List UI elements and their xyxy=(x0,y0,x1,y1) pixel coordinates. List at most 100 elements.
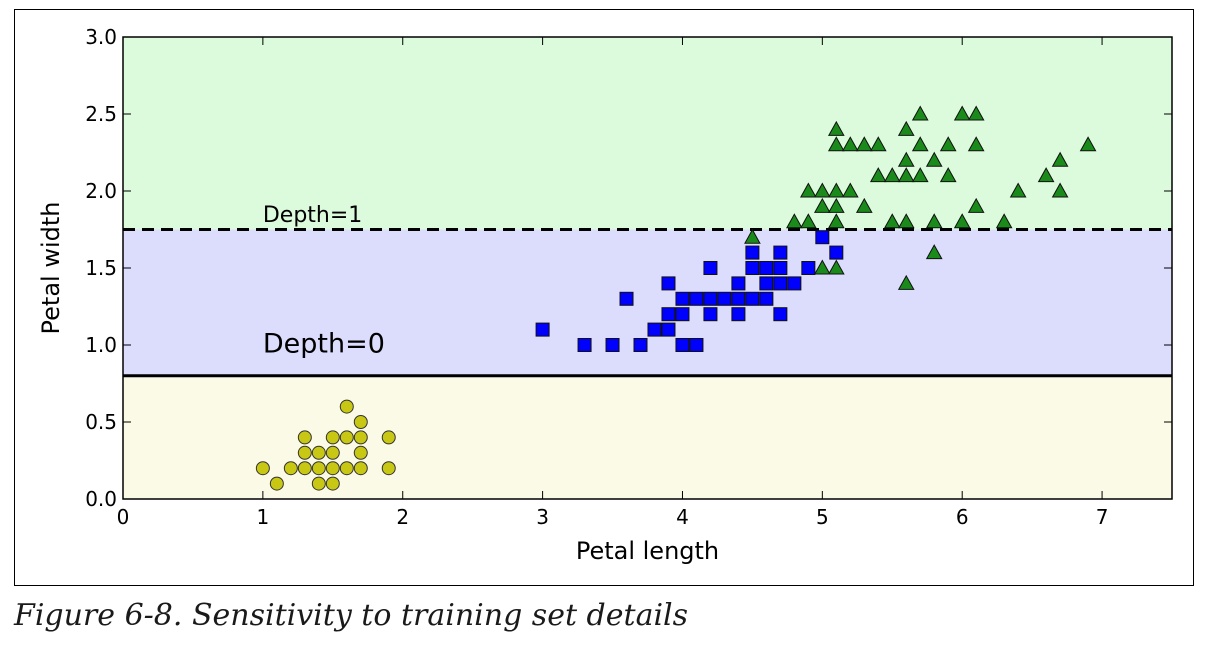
data-point-triangle-21 xyxy=(897,274,915,290)
data-point-triangle-11 xyxy=(827,136,845,152)
data-point-circle-16 xyxy=(353,461,368,476)
data-point-triangle-24 xyxy=(897,151,915,167)
data-point-square-1 xyxy=(577,338,592,352)
data-point-square-2 xyxy=(605,338,620,352)
data-point-square-13 xyxy=(689,291,704,306)
data-point-circle-3 xyxy=(297,461,312,476)
data-point-square-33 xyxy=(815,230,830,245)
data-point-triangle-23 xyxy=(897,167,915,183)
data-point-triangle-1 xyxy=(786,213,803,229)
data-point-triangle-15 xyxy=(855,197,873,213)
y-tick-label: 0.0 xyxy=(85,487,117,511)
data-point-triangle-28 xyxy=(911,105,929,121)
data-point-circle-8 xyxy=(311,445,326,460)
data-point-circle-15 xyxy=(339,399,354,414)
data-point-triangle-8 xyxy=(827,213,845,229)
x-tick-label: 1 xyxy=(256,505,269,529)
data-point-triangle-38 xyxy=(967,105,985,121)
data-point-triangle-25 xyxy=(897,120,915,136)
data-point-triangle-42 xyxy=(1051,182,1069,198)
data-point-circle-20 xyxy=(381,461,396,476)
y-tick-label: 2.5 xyxy=(85,102,117,126)
data-point-triangle-34 xyxy=(953,213,971,229)
data-point-square-28 xyxy=(773,276,788,291)
data-point-triangle-0 xyxy=(744,228,761,244)
x-tick-label: 5 xyxy=(816,505,829,529)
data-point-triangle-17 xyxy=(869,167,887,183)
x-tick-label: 3 xyxy=(536,505,549,529)
data-point-triangle-31 xyxy=(925,151,943,167)
x-tick-label: 0 xyxy=(117,505,130,529)
y-axis-label: Petal width xyxy=(37,202,65,335)
data-point-triangle-33 xyxy=(939,136,957,152)
data-point-square-5 xyxy=(647,322,662,337)
x-axis-label: Petal length xyxy=(576,537,719,565)
data-point-square-16 xyxy=(703,261,718,275)
data-point-circle-17 xyxy=(353,445,368,460)
data-point-square-20 xyxy=(731,276,746,291)
data-point-square-10 xyxy=(675,307,690,322)
x-tick-label: 4 xyxy=(676,505,689,529)
data-point-triangle-7 xyxy=(827,259,845,275)
data-point-triangle-43 xyxy=(1051,151,1069,167)
data-point-triangle-16 xyxy=(855,136,873,152)
data-point-triangle-44 xyxy=(1079,136,1097,152)
data-point-triangle-41 xyxy=(1037,167,1055,183)
data-point-triangle-20 xyxy=(883,167,901,183)
data-point-circle-14 xyxy=(339,430,354,445)
data-point-triangle-26 xyxy=(911,167,929,183)
data-point-square-15 xyxy=(703,291,718,306)
data-point-square-22 xyxy=(745,261,760,275)
scatter-chart: Depth=0 Depth=1 0 1 2 3 4 5 6 7 0.0 0.5 1.0 1.5 2.0 2.5… xyxy=(37,25,1173,565)
data-point-circle-11 xyxy=(325,445,340,460)
data-point-triangle-12 xyxy=(827,120,845,136)
data-point-square-3 xyxy=(619,291,634,306)
data-point-square-32 xyxy=(801,261,816,275)
data-point-circle-10 xyxy=(325,461,340,476)
x-tick-label: 6 xyxy=(956,505,969,529)
data-point-triangle-6 xyxy=(813,197,831,213)
data-point-square-29 xyxy=(773,261,788,275)
data-point-triangle-18 xyxy=(869,136,887,152)
data-point-triangle-29 xyxy=(925,244,943,260)
data-point-square-19 xyxy=(731,291,746,306)
data-point-triangle-4 xyxy=(813,259,831,275)
boundary-label-0: Depth=0 xyxy=(263,329,385,360)
data-point-square-17 xyxy=(717,291,732,306)
data-point-triangle-10 xyxy=(827,182,845,198)
data-point-circle-4 xyxy=(297,445,312,460)
data-point-triangle-5 xyxy=(813,182,831,198)
data-point-triangle-30 xyxy=(925,213,943,229)
data-point-square-0 xyxy=(535,322,550,337)
data-point-triangle-9 xyxy=(827,197,845,213)
data-point-circle-7 xyxy=(311,461,326,476)
data-point-circle-5 xyxy=(297,430,312,445)
data-point-triangle-27 xyxy=(911,136,929,152)
data-point-square-14 xyxy=(703,307,718,322)
data-point-triangle-3 xyxy=(799,182,817,198)
data-point-circle-18 xyxy=(353,430,368,445)
boundary-label-1: Depth=1 xyxy=(263,203,362,228)
y-tick-label: 1.5 xyxy=(85,256,117,280)
y-tick-label: 0.5 xyxy=(85,410,117,434)
data-point-circle-12 xyxy=(325,430,340,445)
data-point-square-9 xyxy=(675,338,690,352)
data-point-triangle-39 xyxy=(995,213,1013,229)
data-point-square-7 xyxy=(661,307,676,322)
data-point-square-12 xyxy=(689,338,704,352)
data-point-square-24 xyxy=(759,291,774,306)
data-point-triangle-22 xyxy=(897,213,915,229)
data-point-circle-9 xyxy=(325,476,340,491)
data-point-triangle-35 xyxy=(953,105,971,121)
data-point-circle-6 xyxy=(311,476,326,491)
data-point-circle-1 xyxy=(269,476,284,491)
data-point-square-30 xyxy=(773,245,788,260)
data-point-circle-0 xyxy=(255,461,270,476)
decision-region-2 xyxy=(123,37,1172,230)
data-point-circle-13 xyxy=(339,461,354,476)
data-point-square-4 xyxy=(633,338,648,352)
data-point-circle-2 xyxy=(283,461,298,476)
y-tick-label: 2.0 xyxy=(85,179,117,203)
figure-caption: Figure 6-8. Sensitivity to training set … xyxy=(14,598,689,633)
data-point-triangle-36 xyxy=(967,197,985,213)
